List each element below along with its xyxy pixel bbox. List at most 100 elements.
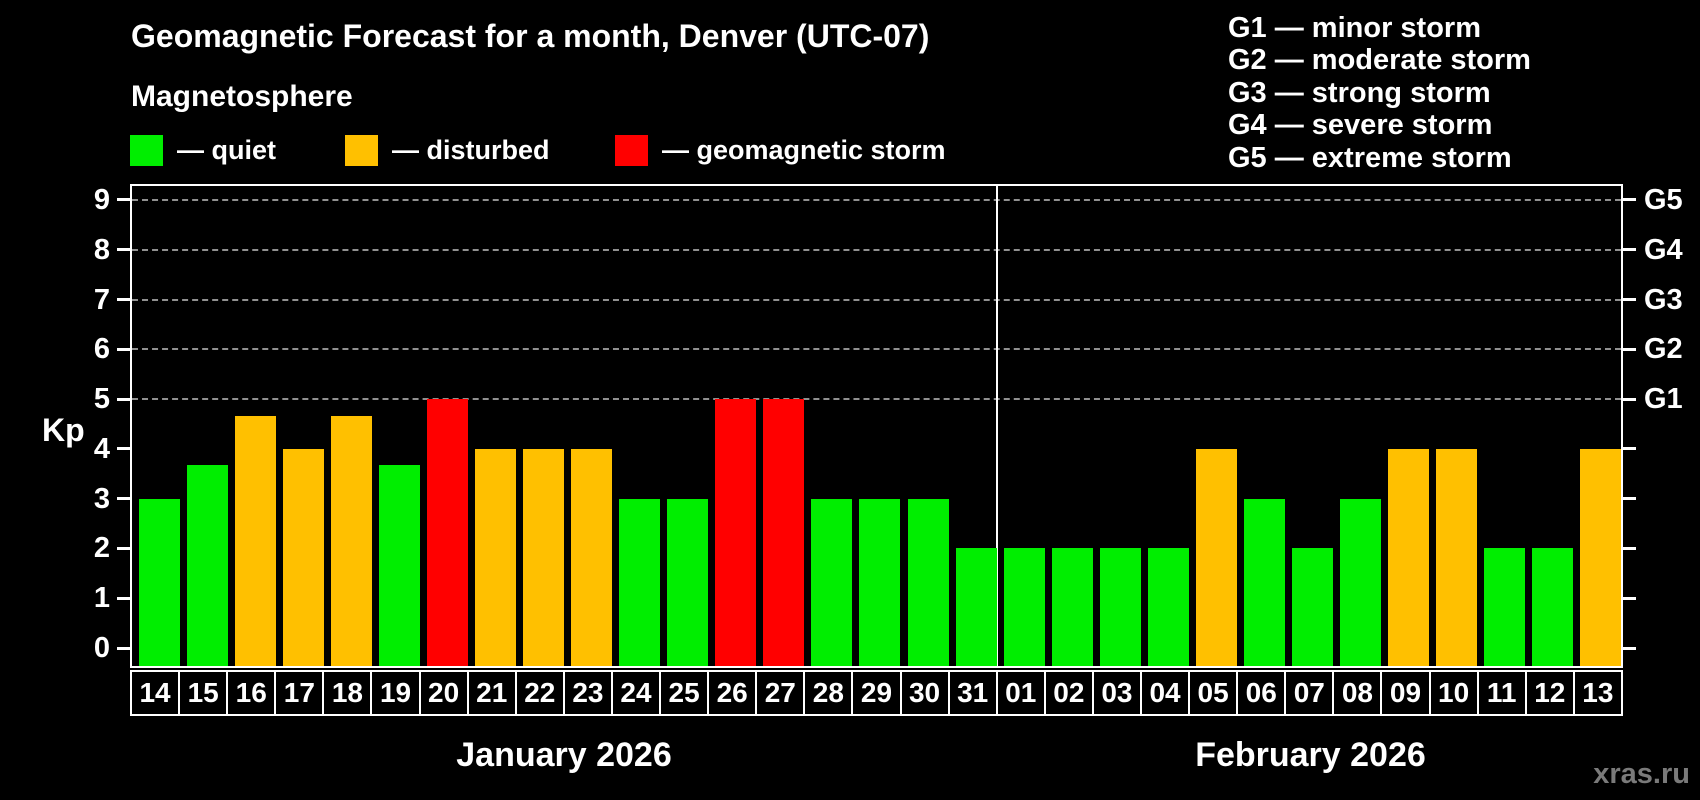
y-tick-right-7 bbox=[1623, 298, 1636, 302]
kp-bar-day-01 bbox=[1003, 548, 1045, 666]
day-label-cell-28: 28 bbox=[805, 672, 854, 714]
kp-bar-day-29 bbox=[859, 498, 901, 666]
y-tick-right-2 bbox=[1623, 546, 1636, 550]
y-tick-left-2 bbox=[117, 546, 130, 550]
kp-bar-day-09 bbox=[1387, 448, 1429, 666]
kp-bar-day-24 bbox=[619, 498, 661, 666]
kp-bar-day-15 bbox=[187, 465, 229, 666]
gridline-kp7 bbox=[132, 298, 1621, 301]
kp-bar-day-26 bbox=[715, 399, 757, 666]
kp-bar-day-22 bbox=[523, 448, 565, 666]
y-tick-right-8 bbox=[1623, 248, 1636, 252]
day-label-cell-24: 24 bbox=[613, 672, 662, 714]
day-label-cell-06: 06 bbox=[1238, 672, 1287, 714]
day-label-cell-19: 19 bbox=[372, 672, 421, 714]
gridline-kp6 bbox=[132, 348, 1621, 351]
kp-bar-day-05 bbox=[1195, 448, 1237, 666]
y-tick-right-0 bbox=[1623, 646, 1636, 650]
kp-bar-day-12 bbox=[1531, 548, 1573, 666]
watermark: xras.ru bbox=[1593, 758, 1690, 790]
y-tick-right-9 bbox=[1623, 198, 1636, 202]
gridline-kp5 bbox=[132, 398, 1621, 401]
kp-bar-day-27 bbox=[763, 399, 805, 666]
kp-bar-day-28 bbox=[811, 498, 853, 666]
day-label-cell-11: 11 bbox=[1479, 672, 1527, 714]
legend-item-quiet: — quiet bbox=[130, 134, 276, 166]
day-label-cell-14: 14 bbox=[132, 672, 181, 714]
g-scale-legend-line-5: G5 — extreme storm bbox=[1228, 141, 1512, 174]
kp-bar-day-06 bbox=[1243, 498, 1285, 666]
y-tick-right-3 bbox=[1623, 497, 1636, 501]
y-tick-left-1 bbox=[117, 596, 130, 600]
day-label-cell-18: 18 bbox=[324, 672, 373, 714]
plot-area bbox=[130, 184, 1623, 668]
y-tick-label-7: 7 bbox=[93, 283, 110, 316]
kp-bar-day-07 bbox=[1291, 548, 1333, 666]
day-label-cell-20: 20 bbox=[421, 672, 469, 714]
day-label-cell-26: 26 bbox=[709, 672, 758, 714]
y-tick-right-5 bbox=[1623, 397, 1636, 401]
month-divider bbox=[995, 186, 998, 666]
day-label-cell-16: 16 bbox=[228, 672, 277, 714]
kp-bar-day-16 bbox=[235, 415, 277, 666]
day-label-cell-27: 27 bbox=[757, 672, 806, 714]
day-label-cell-15: 15 bbox=[180, 672, 229, 714]
day-label-cell-02: 02 bbox=[1046, 672, 1094, 714]
kp-bar-day-08 bbox=[1339, 498, 1381, 666]
legend-item-label: — disturbed bbox=[392, 134, 550, 165]
day-label-cell-01: 01 bbox=[998, 672, 1046, 714]
day-label-cell-22: 22 bbox=[517, 672, 565, 714]
day-label-cell-10: 10 bbox=[1431, 672, 1479, 714]
legend-item-storm: — geomagnetic storm bbox=[615, 134, 946, 166]
y-tick-left-0 bbox=[117, 646, 130, 650]
day-label-cell-31: 31 bbox=[950, 672, 998, 714]
day-label-cell-04: 04 bbox=[1142, 672, 1191, 714]
y-tick-label-6: 6 bbox=[93, 333, 110, 366]
disturbed-swatch bbox=[345, 134, 378, 166]
legend-item-label: — geomagnetic storm bbox=[662, 134, 946, 165]
y-tick-label-4: 4 bbox=[93, 432, 110, 465]
g-scale-legend-line-1: G1 — minor storm bbox=[1228, 12, 1481, 44]
y-tick-right-6 bbox=[1623, 347, 1636, 351]
kp-bar-day-14 bbox=[139, 498, 180, 666]
storm-swatch bbox=[615, 134, 648, 166]
g-scale-label-G1: G1 bbox=[1644, 383, 1683, 416]
magnetosphere-legend: — quiet — disturbed — geomagnetic storm bbox=[130, 134, 1080, 166]
y-tick-label-5: 5 bbox=[93, 383, 110, 416]
g-scale-legend: G1 — minor storm G2 — moderate storm G3 — … bbox=[1228, 12, 1531, 174]
y-tick-label-1: 1 bbox=[93, 582, 110, 615]
kp-bar-day-21 bbox=[475, 448, 517, 666]
x-axis-day-labels: 14 15 16 17 18 19 20 21 22 23 24 25 26 27 28 29 30 31 01 02… bbox=[130, 670, 1623, 716]
day-label-cell-25: 25 bbox=[661, 672, 710, 714]
kp-bar-day-25 bbox=[667, 498, 709, 666]
kp-bar-day-02 bbox=[1051, 548, 1093, 666]
legend-item-label: — quiet bbox=[177, 134, 276, 165]
y-tick-left-3 bbox=[117, 497, 130, 501]
day-label-cell-23: 23 bbox=[565, 672, 613, 714]
kp-bar-day-03 bbox=[1099, 548, 1141, 666]
y-tick-label-3: 3 bbox=[93, 482, 110, 515]
magnetosphere-subtitle: Magnetosphere bbox=[131, 80, 353, 113]
day-label-cell-05: 05 bbox=[1190, 672, 1239, 714]
y-tick-label-8: 8 bbox=[93, 233, 110, 266]
page-title: Geomagnetic Forecast for a month, Denver… bbox=[131, 18, 930, 54]
month-label-january: January 2026 bbox=[456, 736, 672, 774]
kp-bar-day-04 bbox=[1147, 548, 1189, 666]
gridline-kp9 bbox=[132, 198, 1621, 201]
g-scale-label-G2: G2 bbox=[1644, 333, 1683, 366]
day-label-cell-12: 12 bbox=[1527, 672, 1575, 714]
legend-item-disturbed: — disturbed bbox=[345, 134, 550, 166]
kp-bar-day-20 bbox=[427, 399, 469, 666]
y-tick-left-4 bbox=[117, 447, 130, 451]
y-tick-right-1 bbox=[1623, 596, 1636, 600]
g-scale-label-G4: G4 bbox=[1644, 233, 1683, 266]
gridline-kp8 bbox=[132, 248, 1621, 251]
g-scale-legend-line-4: G4 — severe storm bbox=[1228, 109, 1493, 142]
y-tick-label-9: 9 bbox=[93, 183, 110, 216]
g-scale-label-G5: G5 bbox=[1644, 183, 1683, 216]
kp-bar-day-10 bbox=[1435, 448, 1477, 666]
day-label-cell-07: 07 bbox=[1286, 672, 1335, 714]
y-tick-left-6 bbox=[117, 347, 130, 351]
day-label-cell-17: 17 bbox=[276, 672, 325, 714]
